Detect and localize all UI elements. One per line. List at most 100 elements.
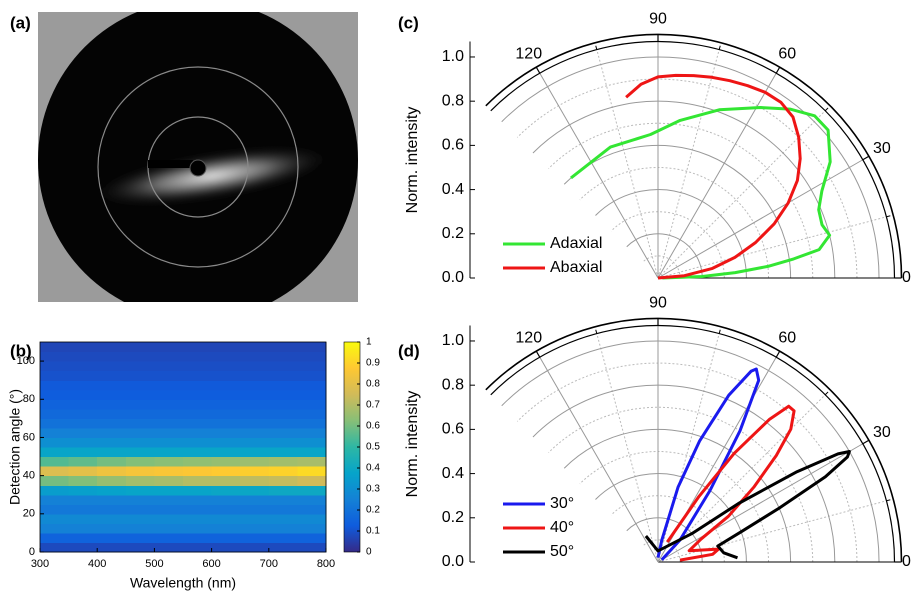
r-tick-label: 0.2 (442, 509, 464, 526)
heat-cell (211, 485, 241, 496)
series-line (570, 106, 832, 280)
heat-cell (154, 523, 184, 534)
heat-cell (40, 370, 70, 381)
heat-cell (297, 351, 327, 362)
heat-cell (97, 504, 127, 515)
heat-cell (97, 389, 127, 400)
heat-cell (154, 532, 184, 544)
heat-cell (240, 475, 270, 486)
heat-cell (268, 380, 298, 391)
theta-tick (775, 350, 781, 358)
outer-axis (490, 324, 896, 563)
legend-label: Abaxial (550, 259, 602, 276)
heat-cell (183, 504, 213, 515)
heat-cell (211, 513, 241, 524)
heat-cell (40, 485, 70, 496)
theta-tick (535, 66, 541, 74)
heat-cell (40, 437, 70, 448)
grid-arc (595, 189, 747, 279)
heat-cell (297, 523, 327, 534)
heat-cell (40, 532, 70, 544)
heat-cell (183, 351, 213, 362)
grid-spoke (539, 72, 659, 279)
r-tick-label: 0.2 (442, 225, 464, 242)
heat-cell (125, 466, 155, 477)
heat-cell (154, 456, 184, 467)
heat-cell (154, 437, 184, 448)
colorbar-tick-label: 0 (366, 547, 372, 558)
heat-cell (268, 475, 298, 486)
heat-cell (297, 342, 327, 353)
heat-cell (154, 370, 184, 381)
heat-cell (240, 532, 270, 544)
heat-cell (211, 466, 241, 477)
series-line (666, 404, 796, 562)
heat-cell (297, 542, 327, 553)
grid-spoke (657, 159, 864, 279)
x-tick-label: 500 (145, 558, 163, 570)
heat-cell (183, 361, 213, 372)
heat-cell (183, 532, 213, 544)
heat-cell (268, 542, 298, 553)
minor-grid-spoke (657, 49, 720, 279)
heat-cell (40, 466, 70, 477)
heat-cell (183, 523, 213, 534)
heat-cell (211, 532, 241, 544)
panel-label: (c) (398, 13, 419, 32)
heat-cell (268, 370, 298, 381)
theta-tick (775, 66, 781, 74)
colorbar-tick-label: 0.8 (366, 379, 380, 390)
heat-cell (125, 361, 155, 372)
legend-label: 50° (550, 543, 574, 560)
outer-axis-ring (485, 317, 903, 563)
heat-cell (268, 351, 298, 362)
y-tick-label: 40 (23, 470, 35, 482)
colorbar-tick-label: 0.5 (366, 442, 380, 453)
heat-cell (40, 418, 70, 429)
heat-cell (240, 466, 270, 477)
heat-cell (97, 523, 127, 534)
heat-cell (268, 389, 298, 400)
heat-cell (97, 342, 127, 353)
outer-axis (490, 40, 896, 279)
legend-label: Adaxial (550, 235, 602, 252)
minor-grid-spoke (657, 333, 720, 563)
heat-cell (297, 485, 327, 496)
theta-tick-label: 120 (515, 329, 542, 346)
minor-grid-spoke (657, 216, 887, 279)
heat-cell (211, 370, 241, 381)
heat-cell (268, 427, 298, 439)
heat-cell (125, 351, 155, 362)
heat-cell (97, 408, 127, 419)
plot-frame (39, 341, 327, 553)
heat-cell (183, 494, 213, 505)
heat-cell (40, 542, 70, 553)
y-tick-label: 20 (23, 508, 35, 520)
heat-cell (183, 466, 213, 477)
heat-cell (240, 456, 270, 467)
heat-cell (211, 504, 241, 515)
theta-tick-label: 60 (778, 45, 796, 62)
grid-arc (501, 56, 880, 279)
heat-cell (211, 380, 241, 391)
heat-cell (97, 399, 127, 410)
series-line (644, 450, 851, 560)
heat-cell (154, 361, 184, 372)
heat-cell (125, 542, 155, 553)
scatter-image (38, 12, 358, 302)
heat-cell (297, 361, 327, 372)
heat-cell (183, 513, 213, 524)
heat-cell (154, 399, 184, 410)
heat-cell (125, 342, 155, 353)
heat-cell (183, 370, 213, 381)
heat-cell (97, 437, 127, 448)
heat-cell (154, 475, 184, 486)
heat-cell (154, 342, 184, 353)
colorbar-tick-label: 0.3 (366, 484, 380, 495)
theta-tick-label: 30 (873, 424, 891, 441)
heat-cell (68, 513, 98, 524)
heat-cell (125, 418, 155, 429)
heat-cell (40, 408, 70, 419)
panel-label: (d) (398, 341, 420, 360)
heat-cell (97, 418, 127, 429)
